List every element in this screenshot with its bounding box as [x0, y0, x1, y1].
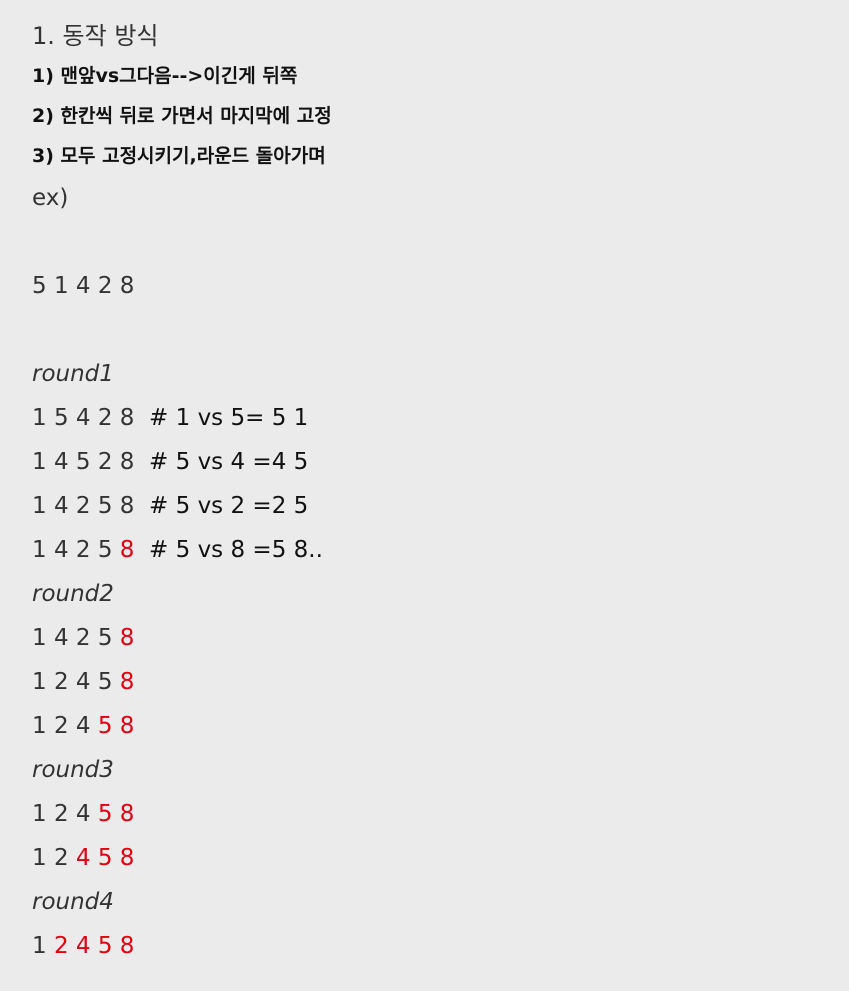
sequence-fixed: 5 8: [97, 801, 135, 827]
sequence-plain: 1 5 4 2 8: [32, 405, 142, 431]
comparison-comment: # 5 vs 8 =5 8..: [134, 537, 323, 563]
sequence-fixed: 8: [119, 625, 135, 651]
initial-sequence: 5 1 4 2 8: [32, 273, 135, 299]
sequence-plain: 1 4 2 5: [32, 537, 120, 563]
sequence-plain: 1 4 2 5: [32, 625, 120, 651]
step-2: 2) 한칸씩 뒤로 가면서 마지막에 고정: [32, 105, 332, 127]
sequence-row: 1 4 2 5 8 # 5 vs 8 =5 8..: [32, 528, 817, 572]
sequence-row: 1 2 4 5 8: [32, 924, 817, 968]
sequence-row: 1 4 2 5 8 # 5 vs 2 =2 5: [32, 484, 817, 528]
sequence-row: 1 4 5 2 8 # 5 vs 4 =4 5: [32, 440, 817, 484]
round-label: round4: [32, 889, 114, 915]
sequence-row: 1 2 4 5 8: [32, 792, 817, 836]
sequence-plain: 1 2 4: [32, 801, 98, 827]
sequence-row: 1 2 4 5 8: [32, 704, 817, 748]
sequence-plain: 1: [32, 933, 54, 959]
round-list: round1 1 5 4 2 8 # 1 vs 5= 5 1 1 4 5 2 8…: [32, 352, 817, 968]
sequence-row: 1 5 4 2 8 # 1 vs 5= 5 1: [32, 396, 817, 440]
sequence-row: 1 2 4 5 8: [32, 836, 817, 880]
round-label: round2: [32, 581, 114, 607]
sequence-plain: 1 4 5 2 8: [32, 449, 142, 475]
blank-line: [32, 308, 817, 352]
sequence-fixed: 8: [119, 537, 135, 563]
comparison-comment: # 5 vs 2 =2 5: [141, 493, 309, 519]
comparison-comment: # 5 vs 4 =4 5: [141, 449, 309, 475]
step-3: 3) 모두 고정시키기,라운드 돌아가며: [32, 145, 326, 167]
sequence-fixed: 8: [119, 669, 135, 695]
blank-line: [32, 220, 817, 264]
sequence-row: 1 4 2 5 8: [32, 616, 817, 660]
example-label: ex): [32, 185, 69, 211]
round-label: round3: [32, 757, 114, 783]
sequence-fixed: 4 5 8: [75, 845, 135, 871]
sequence-fixed: 5 8: [97, 713, 135, 739]
round-label: round1: [32, 361, 114, 387]
sequence-fixed: 2 4 5 8: [53, 933, 135, 959]
section-heading: 1. 동작 방식: [32, 22, 159, 50]
sequence-plain: 1 2: [32, 845, 76, 871]
sequence-plain: 1 4 2 5 8: [32, 493, 142, 519]
step-1: 1) 맨앞vs그다음-->이긴게 뒤쪽: [32, 65, 298, 87]
comparison-comment: # 1 vs 5= 5 1: [141, 405, 309, 431]
sequence-row: 1 2 4 5 8: [32, 660, 817, 704]
document: 1. 동작 방식 1) 맨앞vs그다음-->이긴게 뒤쪽 2) 한칸씩 뒤로 가…: [32, 22, 817, 968]
sequence-plain: 1 2 4 5: [32, 669, 120, 695]
sequence-plain: 1 2 4: [32, 713, 98, 739]
